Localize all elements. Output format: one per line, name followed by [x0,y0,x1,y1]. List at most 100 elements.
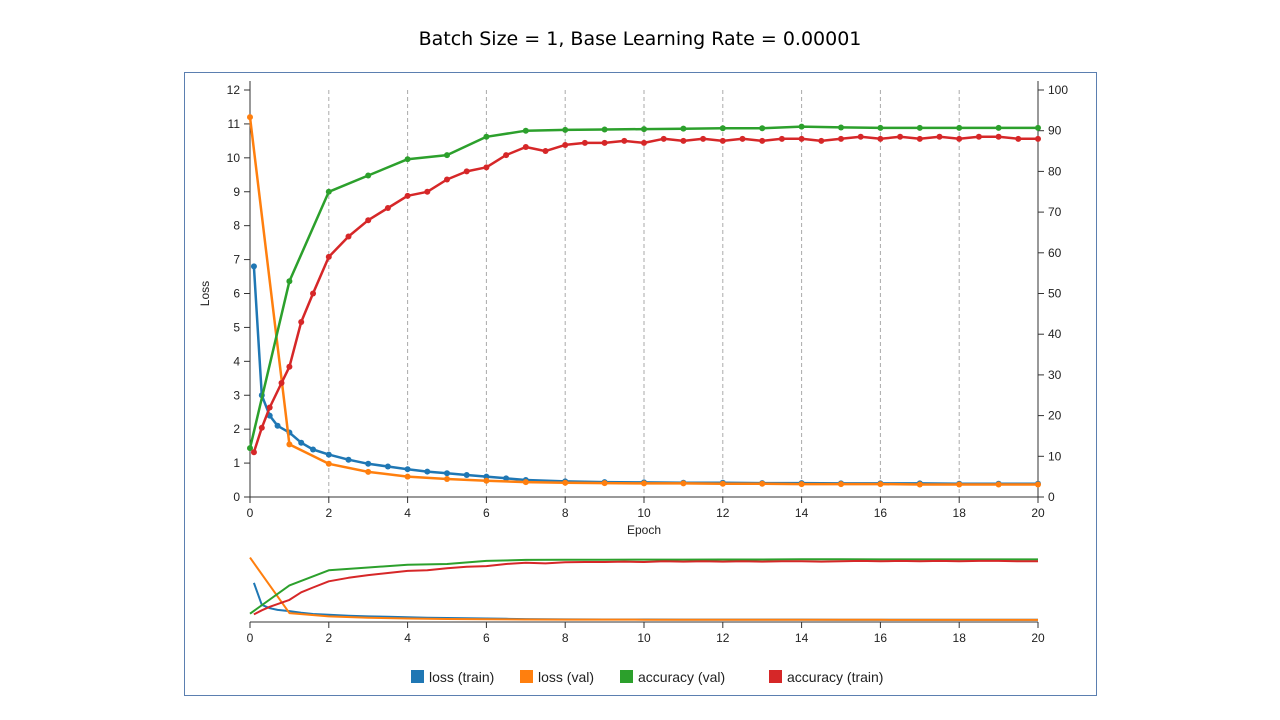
overview-x-tick-label: 0 [247,631,254,645]
series-point-2 [483,133,490,140]
series-point-1 [759,480,766,487]
series-point-3 [384,205,391,212]
x-tick-label: 2 [325,506,332,520]
legend-swatch-3 [769,670,782,683]
legend-item-2: accuracy (val) [620,669,725,685]
y-left-tick-label: 6 [233,287,240,301]
series-point-0 [310,446,317,453]
legend-item-3: accuracy (train) [769,669,883,685]
y-right-tick-label: 70 [1048,205,1062,219]
series-point-2 [680,125,687,132]
y-left-tick-label: 10 [227,151,241,165]
series-point-2 [838,124,844,131]
y-right-tick-label: 90 [1048,124,1062,138]
series-point-1 [916,481,923,488]
series-point-2 [365,172,372,179]
series-point-0 [365,460,372,467]
grid-lines [328,90,1039,497]
legend-label-2: accuracy (val) [638,669,725,685]
series-point-3 [975,133,982,140]
y-right-tick-label: 40 [1048,327,1062,341]
series-point-3 [581,139,588,146]
series-point-3 [759,137,766,144]
y-right-tick-label: 50 [1048,287,1062,301]
y-right-tick-label: 30 [1048,368,1062,382]
series-point-2 [325,188,332,195]
legend-label-3: accuracy (train) [787,669,883,685]
series-point-3 [278,380,285,387]
series-point-3 [641,139,647,146]
series-point-3 [798,135,805,142]
series-point-1 [719,480,726,487]
series-point-2 [719,125,726,132]
series-point-1 [365,468,372,475]
y-left-tick-label: 8 [233,219,240,233]
series-point-3 [424,188,431,195]
main-plot-series [247,114,1041,488]
series-point-2 [995,124,1002,131]
series-point-2 [759,125,766,132]
legend-item-0: loss (train) [411,669,494,685]
series-point-1 [601,480,608,487]
x-tick-label: 12 [716,506,730,520]
x-tick-label: 0 [247,506,254,520]
series-line-0 [252,266,1038,486]
y-right-tick-label: 60 [1048,246,1062,260]
x-axis-title: Epoch [627,523,661,537]
series-point-1 [1035,481,1041,488]
series-point-3 [365,217,372,224]
overview-x-tick-label: 4 [404,631,411,645]
series-point-0 [325,451,332,458]
series-point-0 [250,263,257,270]
series-point-3 [995,133,1002,140]
series-point-3 [286,363,293,370]
overview-x-tick-label: 14 [795,631,809,645]
series-point-3 [621,137,628,144]
overview-x-tick-label: 10 [637,631,651,645]
legend-swatch-1 [520,670,533,683]
series-point-3 [258,424,265,431]
series-point-0 [424,468,431,475]
x-tick-label: 14 [795,506,809,520]
chart-title: Batch Size = 1, Base Learning Rate = 0.0… [418,28,862,50]
series-point-3 [266,404,273,411]
series-point-2 [404,156,411,163]
overview-x-tick-label: 6 [483,631,490,645]
series-point-3 [1015,135,1022,142]
series-point-3 [818,137,825,144]
y-left-tick-label: 0 [233,490,240,504]
series-point-1 [562,479,569,486]
y-right-tick-label: 20 [1048,409,1062,423]
overview-x-tick-label: 8 [562,631,569,645]
series-point-1 [522,479,529,486]
overview-x-tick-label: 16 [874,631,888,645]
legend: loss (train) loss (val) accuracy (val) accu… [411,669,883,685]
series-1 [247,114,1041,488]
series-0 [250,263,1041,487]
x-tick-label: 16 [874,506,888,520]
y-right-tick-label: 10 [1048,449,1062,463]
legend-item-1: loss (val) [520,669,594,685]
series-point-2 [247,445,253,452]
y-right-tick-label: 80 [1048,164,1062,178]
series-3 [250,133,1041,456]
series-point-3 [310,290,317,297]
overview-series [249,557,1038,621]
x-tick-label: 18 [953,506,967,520]
series-point-2 [641,126,647,133]
overview-axes: 0 2 4 6 8 10 12 14 16 18 20 [247,621,1045,645]
series-point-3 [562,141,569,148]
series-point-1 [404,473,411,480]
series-point-3 [956,135,963,142]
series-point-2 [877,124,884,131]
y-axis-left-title: Loss [198,281,212,306]
x-tick-label: 4 [404,506,411,520]
y-right-tick-label: 100 [1048,83,1068,97]
series-point-1 [641,480,647,487]
series-point-3 [897,133,904,140]
series-point-2 [522,127,529,134]
series-point-1 [286,441,293,448]
series-point-3 [719,137,726,144]
